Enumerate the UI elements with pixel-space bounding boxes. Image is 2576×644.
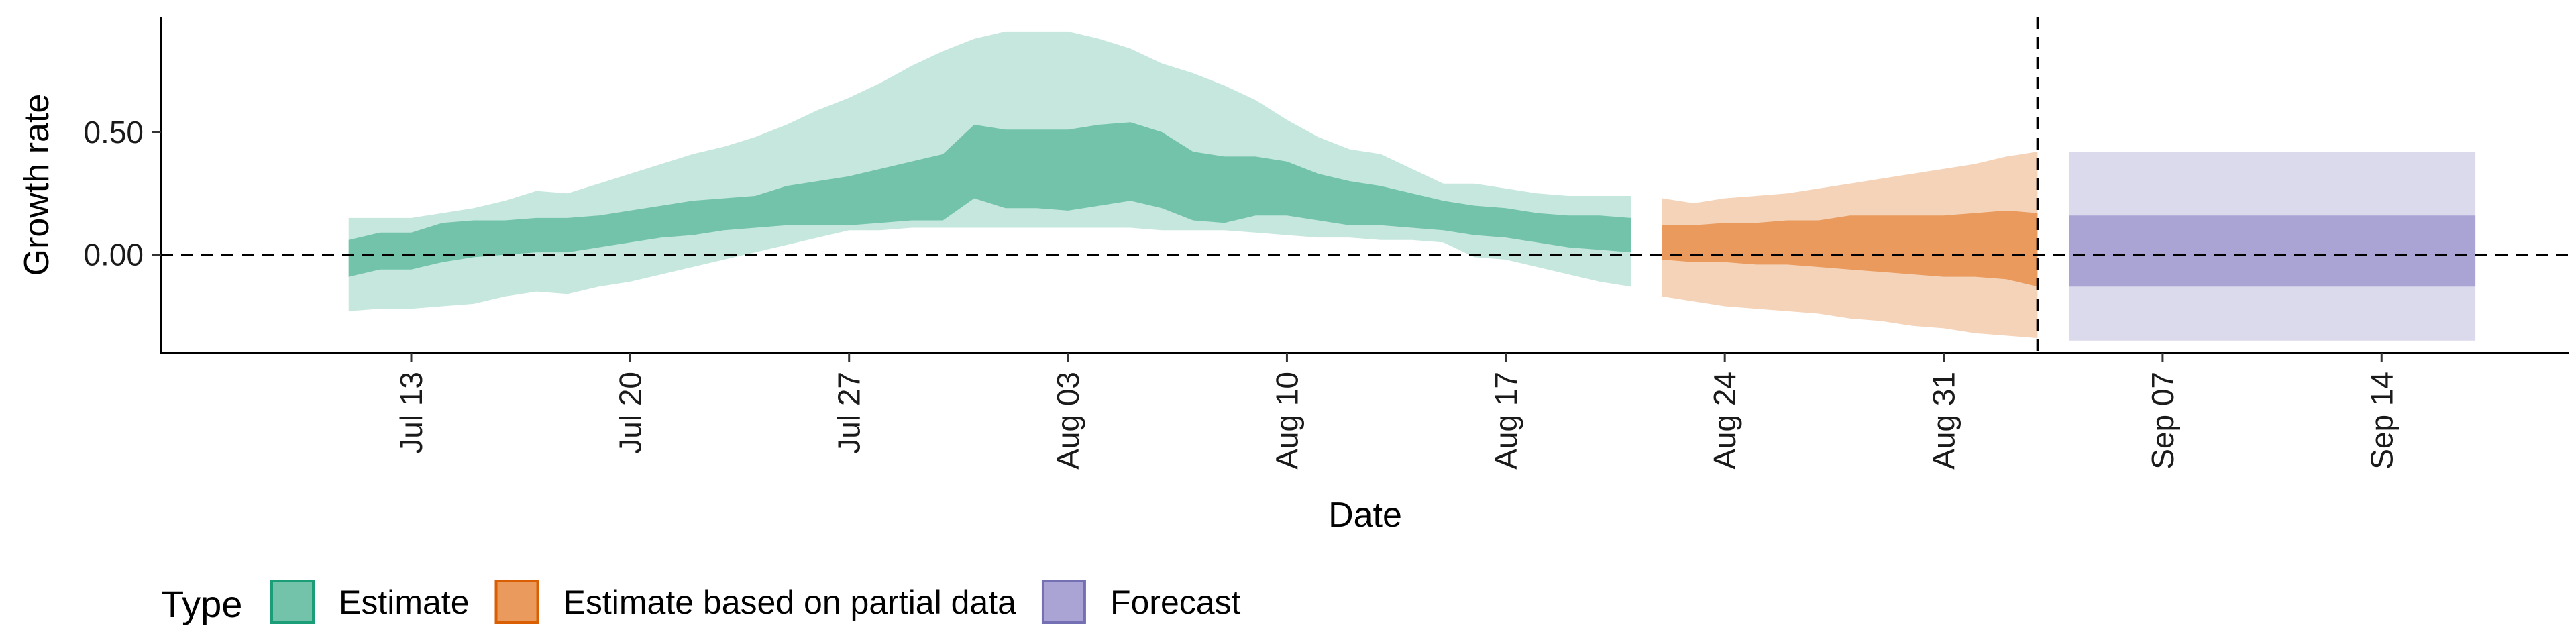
x-tick-label: Aug 24 [1707, 372, 1742, 470]
legend-label-estimate: Estimate [339, 584, 470, 621]
ribbon-bands [348, 31, 2476, 341]
x-tick-label: Aug 10 [1269, 372, 1304, 470]
x-axis-ticks: Jul 13 Jul 20 Jul 27 Aug 03 Aug 10 Aug 17 Aug … [394, 353, 2399, 470]
legend: Type Estimate Estimate based on partial d… [161, 580, 1241, 625]
x-axis-title: Date [1328, 496, 1402, 535]
reference-lines [161, 17, 2569, 353]
x-tick-label: Aug 31 [1927, 372, 1962, 470]
forecast-inner-band [2069, 215, 2476, 287]
y-axis-ticks: 0.00 0.50 [83, 115, 161, 272]
legend-swatch-estimate-based-on-partial-data [494, 580, 539, 624]
x-tick-label: Sep 07 [2145, 372, 2180, 470]
x-tick-label: Jul 27 [832, 372, 867, 454]
estimate-inner-band [348, 122, 1631, 277]
estimate-based-on-partial-data-inner-band [1662, 210, 2038, 287]
legend-title: Type [161, 583, 242, 625]
x-tick-label: Jul 20 [612, 372, 647, 454]
x-tick-label: Aug 17 [1489, 372, 1523, 470]
y-tick-label: 0.50 [83, 115, 144, 150]
axes [160, 17, 2569, 354]
y-axis-title: Growth rate [17, 94, 56, 276]
x-tick-label: Jul 13 [394, 372, 429, 454]
legend-label-estimate-based-on-partial-data: Estimate based on partial data [564, 584, 1017, 621]
legend-label-forecast: Forecast [1110, 584, 1241, 621]
legend-swatch-forecast [1041, 580, 1086, 624]
x-tick-label: Aug 03 [1051, 372, 1085, 470]
y-tick-label: 0.00 [83, 237, 144, 272]
x-tick-label: Sep 14 [2364, 372, 2399, 470]
legend-swatch-estimate [270, 580, 315, 624]
